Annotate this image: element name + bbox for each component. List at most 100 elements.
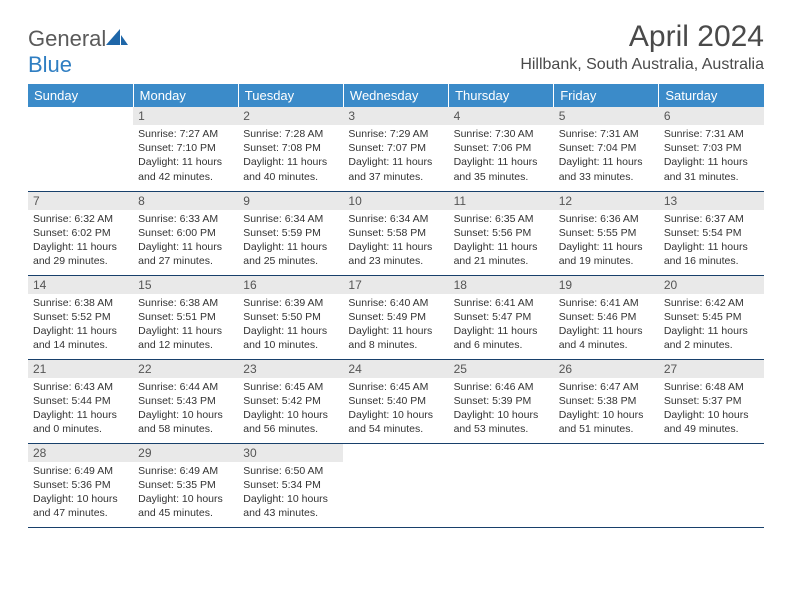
calendar-day-cell: 16Sunrise: 6:39 AMSunset: 5:50 PMDayligh… (238, 275, 343, 359)
daylight-line: Daylight: 11 hours and 16 minutes. (664, 241, 748, 267)
calendar-day-cell (449, 443, 554, 527)
calendar-week-row: 28Sunrise: 6:49 AMSunset: 5:36 PMDayligh… (28, 443, 764, 527)
daylight-line: Daylight: 10 hours and 51 minutes. (559, 409, 644, 435)
sunrise-line: Sunrise: 6:41 AM (454, 297, 534, 309)
calendar-day-cell: 3Sunrise: 7:29 AMSunset: 7:07 PMDaylight… (343, 107, 448, 191)
day-number: 18 (449, 276, 554, 294)
sunrise-line: Sunrise: 6:33 AM (138, 213, 218, 225)
day-number: 10 (343, 192, 448, 210)
day-details: Sunrise: 6:41 AMSunset: 5:47 PMDaylight:… (449, 294, 554, 357)
day-number: 20 (659, 276, 764, 294)
sunset-line: Sunset: 7:10 PM (138, 142, 216, 154)
calendar-table: SundayMondayTuesdayWednesdayThursdayFrid… (28, 84, 764, 528)
day-number: 8 (133, 192, 238, 210)
sunset-line: Sunset: 5:39 PM (454, 395, 532, 407)
calendar-day-cell: 30Sunrise: 6:50 AMSunset: 5:34 PMDayligh… (238, 443, 343, 527)
daylight-line: Daylight: 10 hours and 54 minutes. (348, 409, 433, 435)
daylight-line: Daylight: 11 hours and 14 minutes. (33, 325, 117, 351)
sunrise-line: Sunrise: 6:41 AM (559, 297, 639, 309)
logo-text-general: General (28, 26, 106, 52)
day-number: 12 (554, 192, 659, 210)
day-details: Sunrise: 6:37 AMSunset: 5:54 PMDaylight:… (659, 210, 764, 273)
daylight-line: Daylight: 11 hours and 35 minutes. (454, 156, 538, 182)
calendar-day-cell: 7Sunrise: 6:32 AMSunset: 6:02 PMDaylight… (28, 191, 133, 275)
sunset-line: Sunset: 5:50 PM (243, 311, 321, 323)
header: General April 2024 Hillbank, South Austr… (28, 20, 764, 74)
sunrise-line: Sunrise: 6:34 AM (243, 213, 323, 225)
day-number: 26 (554, 360, 659, 378)
calendar-week-row: 21Sunrise: 6:43 AMSunset: 5:44 PMDayligh… (28, 359, 764, 443)
sunrise-line: Sunrise: 6:45 AM (348, 381, 428, 393)
day-number: 3 (343, 107, 448, 125)
sunset-line: Sunset: 5:38 PM (559, 395, 637, 407)
title-block: April 2024 Hillbank, South Australia, Au… (520, 20, 764, 74)
day-number: 11 (449, 192, 554, 210)
month-title: April 2024 (520, 20, 764, 54)
day-details: Sunrise: 6:35 AMSunset: 5:56 PMDaylight:… (449, 210, 554, 273)
day-number: 22 (133, 360, 238, 378)
daylight-line: Daylight: 10 hours and 56 minutes. (243, 409, 328, 435)
daylight-line: Daylight: 11 hours and 37 minutes. (348, 156, 432, 182)
sunset-line: Sunset: 6:02 PM (33, 227, 111, 239)
calendar-day-cell (554, 443, 659, 527)
day-details: Sunrise: 6:32 AMSunset: 6:02 PMDaylight:… (28, 210, 133, 273)
daylight-line: Daylight: 10 hours and 43 minutes. (243, 493, 328, 519)
calendar-day-cell: 1Sunrise: 7:27 AMSunset: 7:10 PMDaylight… (133, 107, 238, 191)
calendar-day-cell: 4Sunrise: 7:30 AMSunset: 7:06 PMDaylight… (449, 107, 554, 191)
sunrise-line: Sunrise: 6:32 AM (33, 213, 113, 225)
sunrise-line: Sunrise: 6:47 AM (559, 381, 639, 393)
sunrise-line: Sunrise: 7:28 AM (243, 128, 323, 140)
day-of-week-header: Friday (554, 84, 659, 107)
calendar-week-row: 7Sunrise: 6:32 AMSunset: 6:02 PMDaylight… (28, 191, 764, 275)
day-details: Sunrise: 6:49 AMSunset: 5:35 PMDaylight:… (133, 462, 238, 525)
sunset-line: Sunset: 5:35 PM (138, 479, 216, 491)
daylight-line: Daylight: 11 hours and 25 minutes. (243, 241, 327, 267)
day-details: Sunrise: 6:38 AMSunset: 5:52 PMDaylight:… (28, 294, 133, 357)
location: Hillbank, South Australia, Australia (520, 56, 764, 74)
sunrise-line: Sunrise: 6:34 AM (348, 213, 428, 225)
sunrise-line: Sunrise: 6:46 AM (454, 381, 534, 393)
logo-sail-icon (106, 29, 128, 52)
calendar-day-cell: 15Sunrise: 6:38 AMSunset: 5:51 PMDayligh… (133, 275, 238, 359)
calendar-day-cell (659, 443, 764, 527)
calendar-week-row: 1Sunrise: 7:27 AMSunset: 7:10 PMDaylight… (28, 107, 764, 191)
calendar-day-cell: 11Sunrise: 6:35 AMSunset: 5:56 PMDayligh… (449, 191, 554, 275)
calendar-day-cell: 28Sunrise: 6:49 AMSunset: 5:36 PMDayligh… (28, 443, 133, 527)
daylight-line: Daylight: 11 hours and 19 minutes. (559, 241, 643, 267)
daylight-line: Daylight: 11 hours and 8 minutes. (348, 325, 432, 351)
sunset-line: Sunset: 7:08 PM (243, 142, 321, 154)
calendar-day-cell: 20Sunrise: 6:42 AMSunset: 5:45 PMDayligh… (659, 275, 764, 359)
calendar-day-cell: 23Sunrise: 6:45 AMSunset: 5:42 PMDayligh… (238, 359, 343, 443)
day-details: Sunrise: 6:48 AMSunset: 5:37 PMDaylight:… (659, 378, 764, 441)
day-of-week-header: Thursday (449, 84, 554, 107)
day-details: Sunrise: 6:40 AMSunset: 5:49 PMDaylight:… (343, 294, 448, 357)
calendar-day-cell: 5Sunrise: 7:31 AMSunset: 7:04 PMDaylight… (554, 107, 659, 191)
sunset-line: Sunset: 5:34 PM (243, 479, 321, 491)
day-number: 25 (449, 360, 554, 378)
sunset-line: Sunset: 5:47 PM (454, 311, 532, 323)
sunrise-line: Sunrise: 6:45 AM (243, 381, 323, 393)
calendar-week-row: 14Sunrise: 6:38 AMSunset: 5:52 PMDayligh… (28, 275, 764, 359)
calendar-day-cell: 13Sunrise: 6:37 AMSunset: 5:54 PMDayligh… (659, 191, 764, 275)
daylight-line: Daylight: 10 hours and 58 minutes. (138, 409, 223, 435)
sunrise-line: Sunrise: 6:49 AM (138, 465, 218, 477)
sunrise-line: Sunrise: 6:38 AM (138, 297, 218, 309)
day-number: 5 (554, 107, 659, 125)
daylight-line: Daylight: 10 hours and 47 minutes. (33, 493, 118, 519)
daylight-line: Daylight: 11 hours and 0 minutes. (33, 409, 117, 435)
day-number: 29 (133, 444, 238, 462)
day-number: 9 (238, 192, 343, 210)
day-number: 30 (238, 444, 343, 462)
sunrise-line: Sunrise: 6:38 AM (33, 297, 113, 309)
sunset-line: Sunset: 5:56 PM (454, 227, 532, 239)
sunset-line: Sunset: 5:51 PM (138, 311, 216, 323)
calendar-day-cell: 12Sunrise: 6:36 AMSunset: 5:55 PMDayligh… (554, 191, 659, 275)
sunrise-line: Sunrise: 6:40 AM (348, 297, 428, 309)
logo-sub: Blue (28, 52, 72, 78)
calendar-day-cell: 24Sunrise: 6:45 AMSunset: 5:40 PMDayligh… (343, 359, 448, 443)
day-details: Sunrise: 6:46 AMSunset: 5:39 PMDaylight:… (449, 378, 554, 441)
day-number: 24 (343, 360, 448, 378)
day-number: 27 (659, 360, 764, 378)
day-details: Sunrise: 7:27 AMSunset: 7:10 PMDaylight:… (133, 125, 238, 188)
day-details: Sunrise: 6:45 AMSunset: 5:42 PMDaylight:… (238, 378, 343, 441)
